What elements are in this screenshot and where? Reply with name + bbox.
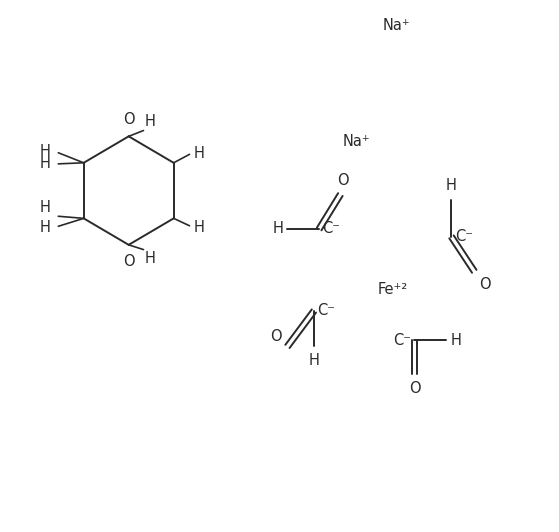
Text: H: H bbox=[40, 144, 51, 159]
Text: Fe⁺²: Fe⁺² bbox=[377, 282, 408, 297]
Text: C⁻: C⁻ bbox=[454, 229, 473, 244]
Text: H: H bbox=[309, 353, 319, 368]
Text: H: H bbox=[145, 114, 155, 129]
Text: H: H bbox=[194, 220, 205, 235]
Text: H: H bbox=[40, 220, 51, 235]
Text: H: H bbox=[272, 221, 283, 236]
Text: C⁻: C⁻ bbox=[394, 332, 411, 347]
Text: Na⁺: Na⁺ bbox=[383, 18, 410, 32]
Text: H: H bbox=[40, 156, 51, 171]
Text: H: H bbox=[194, 146, 205, 161]
Text: O: O bbox=[337, 173, 348, 188]
Text: C⁻: C⁻ bbox=[317, 303, 335, 319]
Text: O: O bbox=[123, 254, 135, 269]
Text: O: O bbox=[409, 381, 420, 396]
Text: O: O bbox=[271, 329, 282, 344]
Text: O: O bbox=[480, 277, 491, 292]
Text: H: H bbox=[145, 251, 155, 266]
Text: H: H bbox=[451, 332, 461, 347]
Text: H: H bbox=[446, 179, 457, 194]
Text: C⁻: C⁻ bbox=[323, 221, 340, 236]
Text: O: O bbox=[123, 112, 135, 127]
Text: H: H bbox=[40, 200, 51, 215]
Text: Na⁺: Na⁺ bbox=[343, 134, 371, 149]
